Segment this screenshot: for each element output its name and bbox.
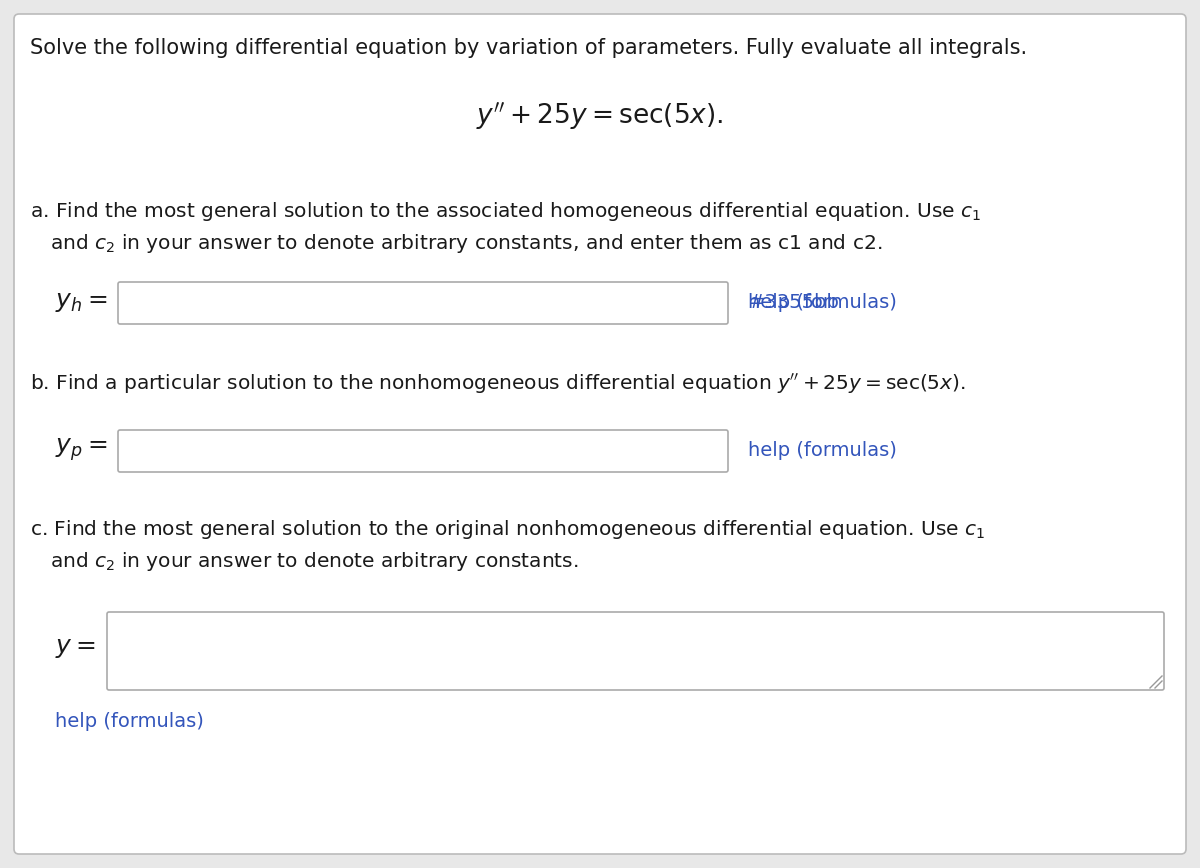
FancyBboxPatch shape [118,430,728,472]
FancyBboxPatch shape [118,282,728,324]
Text: $y =$: $y =$ [55,636,96,660]
Text: help (formulas): help (formulas) [748,293,896,312]
FancyBboxPatch shape [107,612,1164,690]
Text: b. Find a particular solution to the nonhomogeneous differential equation $y'' +: b. Find a particular solution to the non… [30,372,966,396]
Text: #3355bb: #3355bb [748,293,839,312]
Text: $y_p =$: $y_p =$ [55,437,107,464]
Text: and $c_2$ in your answer to denote arbitrary constants, and enter them as c1 and: and $c_2$ in your answer to denote arbit… [50,232,882,255]
Text: Solve the following differential equation by variation of parameters. Fully eval: Solve the following differential equatio… [30,38,1027,58]
Text: and $c_2$ in your answer to denote arbitrary constants.: and $c_2$ in your answer to denote arbit… [50,550,578,573]
FancyBboxPatch shape [14,14,1186,854]
Text: $y_h =$: $y_h =$ [55,290,107,314]
Text: c. Find the most general solution to the original nonhomogeneous differential eq: c. Find the most general solution to the… [30,518,985,541]
Text: $y'' + 25y = \sec(5x).$: $y'' + 25y = \sec(5x).$ [476,100,724,132]
Text: help (formulas): help (formulas) [55,712,204,731]
Text: a. Find the most general solution to the associated homogeneous differential equ: a. Find the most general solution to the… [30,200,982,223]
Text: help (formulas): help (formulas) [748,442,896,461]
